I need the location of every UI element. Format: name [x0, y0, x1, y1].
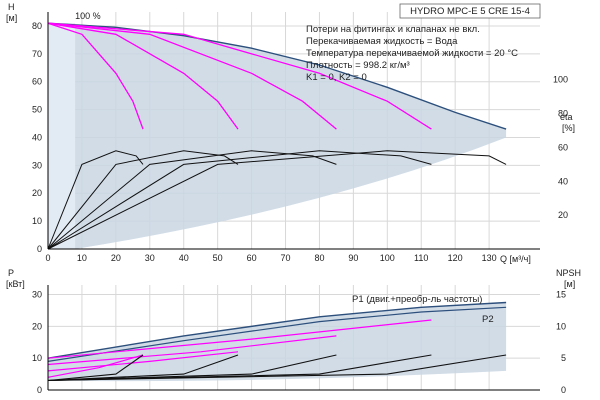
- eta-axis-unit: [%]: [562, 123, 575, 133]
- eta-tick-5: 100: [553, 75, 568, 85]
- speed-label: 100 %: [75, 11, 101, 21]
- power-band: [48, 302, 507, 382]
- chart-note-4: K1 = 0, K2 = 0: [306, 72, 367, 83]
- npsh-tick-2: 10: [556, 321, 566, 331]
- q-tick-7: 70: [281, 253, 291, 263]
- eta-tick-2: 40: [558, 176, 568, 186]
- head-left-tick-0: 0: [37, 244, 42, 254]
- q-tick-5: 50: [213, 253, 223, 263]
- q-tick-0: 0: [45, 253, 50, 263]
- q-tick-3: 30: [145, 253, 155, 263]
- head-left-tick-2: 20: [32, 188, 42, 198]
- eta-axis-label: eta: [560, 112, 573, 122]
- operating-envelope: [48, 23, 507, 250]
- npsh-curve-1-pumps: [47, 354, 144, 382]
- envelope-upper-edge: [47, 22, 507, 130]
- chart-note-0: Потери на фитингах и клапанах не вкл.: [306, 24, 480, 35]
- head-left-tick-6: 60: [32, 77, 42, 87]
- q-tick-8: 80: [314, 253, 324, 263]
- q-tick-4: 40: [179, 253, 189, 263]
- npsh-tick-3: 15: [556, 290, 566, 300]
- head-left-tick-5: 50: [32, 105, 42, 115]
- head-left-tick-1: 10: [32, 216, 42, 226]
- power-left-tick-1: 10: [32, 353, 42, 363]
- p1-curve: [47, 301, 507, 359]
- chart-note-2: Температура перекачиваемой жидкости = 20…: [306, 48, 518, 59]
- head-left-tick-4: 40: [32, 132, 42, 142]
- p2-label: P2: [482, 314, 494, 325]
- q-tick-2: 20: [111, 253, 121, 263]
- q-tick-13: 130: [482, 253, 497, 263]
- eta-curve-1: [47, 150, 144, 250]
- q-tick-10: 100: [380, 253, 395, 263]
- eta-tick-3: 60: [558, 142, 568, 152]
- power-curve-4-pumps: [47, 319, 432, 359]
- power-axis-unit: [кВт]: [6, 279, 25, 289]
- eta-tick-1: 20: [558, 210, 568, 220]
- head-curve-3-pumps: [47, 22, 337, 130]
- npsh-tick-1: 5: [561, 353, 566, 363]
- p2-curve: [47, 306, 507, 362]
- power-curve-3-pumps: [47, 335, 337, 366]
- head-curve-2-pumps: [47, 22, 239, 130]
- power-left-tick-0: 0: [37, 385, 42, 395]
- head-curve-1-pumps: [47, 22, 144, 130]
- power-left-tick-2: 20: [32, 321, 42, 331]
- eta-curve-4: [47, 150, 432, 250]
- eta-tick-4: 80: [558, 109, 568, 119]
- npsh-axis-unit: [м]: [564, 279, 575, 289]
- envelope-lowflow: [48, 23, 76, 250]
- npsh-curve-2-pumps: [47, 354, 239, 382]
- chart-note-1: Перекачиваемая жидкость = Вода: [306, 36, 458, 47]
- q-tick-6: 60: [247, 253, 257, 263]
- npsh-axis-label: NPSH: [556, 268, 581, 278]
- head-axis-unit: [м]: [6, 13, 17, 23]
- chart-note-3: Плотность = 998.2 кг/м³: [306, 60, 410, 71]
- npsh-tick-0: 0: [561, 385, 566, 395]
- npsh-curve-5-pumps: [47, 354, 507, 382]
- power-left-tick-3: 30: [32, 290, 42, 300]
- eta-curve-2: [47, 150, 239, 250]
- power-curve-2-pumps: [47, 351, 239, 372]
- q-tick-11: 110: [414, 253, 428, 263]
- title-box: [399, 3, 541, 19]
- q-tick-12: 120: [448, 253, 463, 263]
- eta-curve-5: [47, 150, 507, 250]
- head-left-tick-8: 80: [32, 21, 42, 31]
- q-axis-label: Q [м³/ч]: [500, 254, 531, 264]
- p1-label: P1 (двиг.+преобр-ль частоты): [352, 294, 482, 305]
- head-left-tick-3: 30: [32, 160, 42, 170]
- eta-curve-3: [47, 150, 337, 250]
- head-left-tick-7: 70: [32, 49, 42, 59]
- head-axis-label: H: [8, 2, 15, 12]
- head-curve-4-pumps: [47, 22, 432, 130]
- power-curve-1-pumps: [47, 354, 144, 378]
- q-tick-1: 10: [77, 253, 87, 263]
- q-tick-9: 90: [348, 253, 358, 263]
- chart-title: HYDRO MPC-E 5 CRE 15-4: [410, 6, 530, 17]
- power-axis-label: P: [8, 268, 14, 278]
